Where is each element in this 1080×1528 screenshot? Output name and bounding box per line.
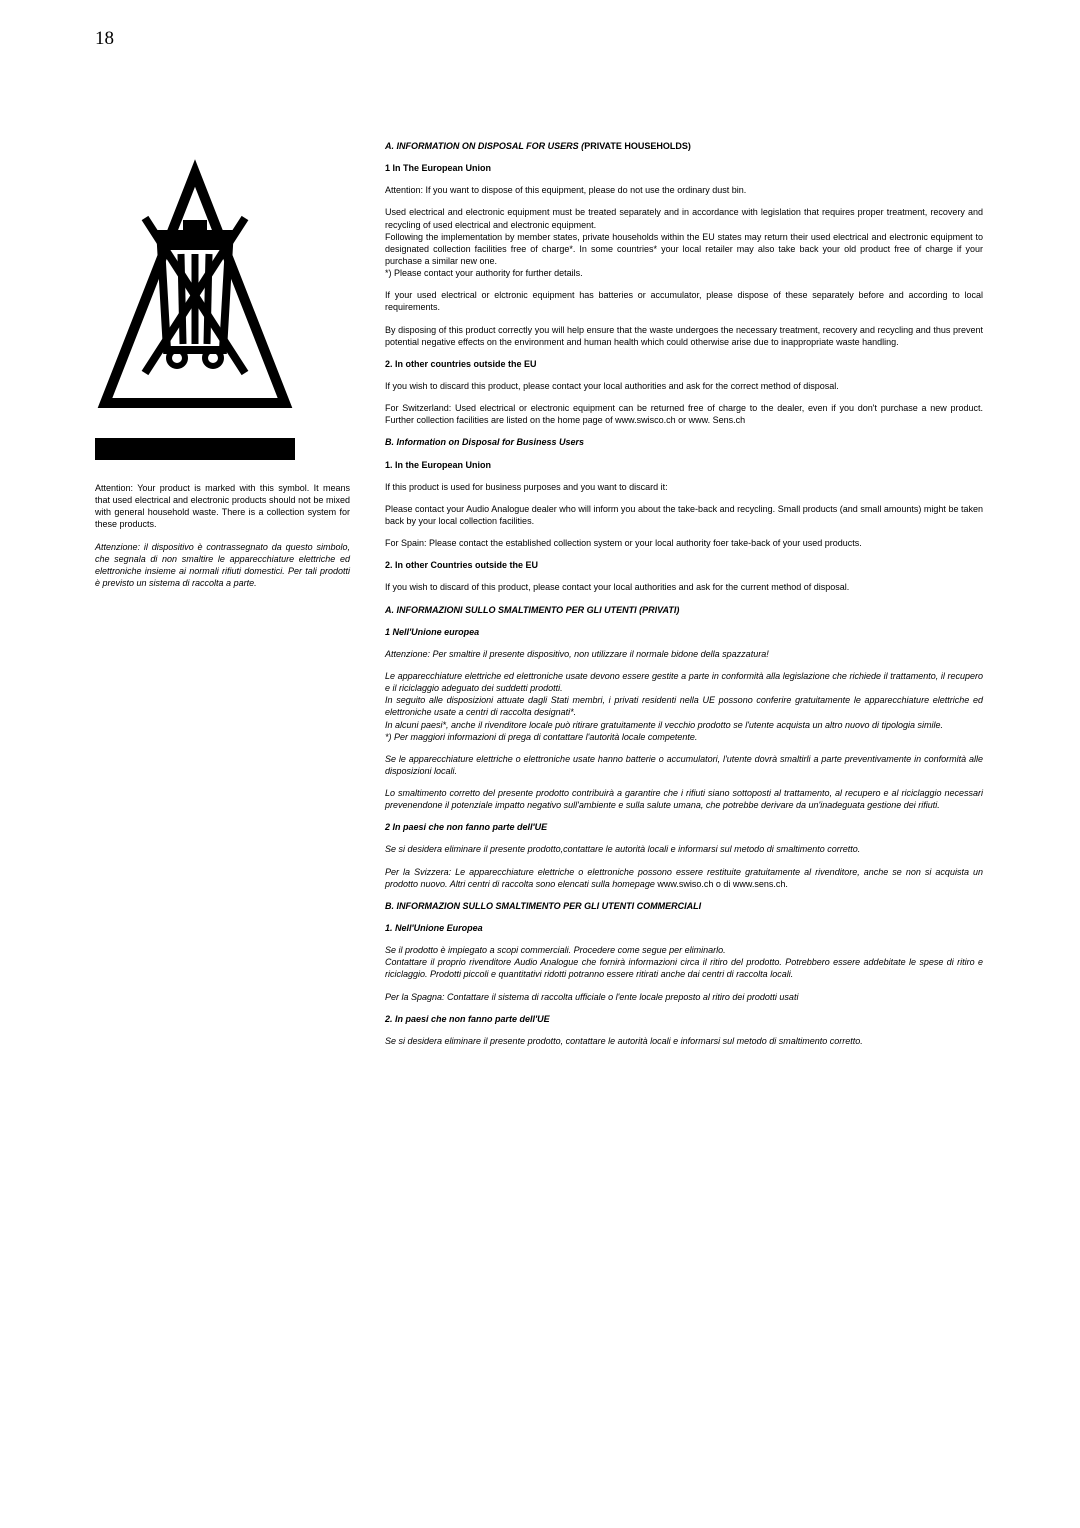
weee-symbol-icon	[95, 158, 295, 418]
section-a-it-title: A. INFORMAZIONI SULLO SMALTIMENTO PER GL…	[385, 604, 983, 616]
section-a-title-prefix: A. INFORMATION ON DISPOSAL FOR USERS (	[385, 141, 584, 151]
heading-it-eu2: 2 In paesi che non fanno parte dell'UE	[385, 821, 983, 833]
heading-it-b2: 2. In paesi che non fanno parte dell'UE	[385, 1013, 983, 1025]
section-a-title-suffix: PRIVATE HOUSEHOLDS)	[584, 141, 691, 151]
body-text: If this product is used for business pur…	[385, 481, 983, 493]
body-text: If your used electrical or elctronic equ…	[385, 289, 983, 313]
body-text: Used electrical and electronic equipment…	[385, 206, 983, 230]
section-b-title: B. Information on Disposal for Business …	[385, 436, 983, 448]
body-text: Contattare il proprio rivenditore Audio …	[385, 956, 983, 980]
body-text: Se le apparecchiature elettriche o elett…	[385, 753, 983, 777]
page-number: 18	[95, 28, 114, 50]
body-text: Lo smaltimento corretto del presente pro…	[385, 787, 983, 811]
heading-eu1: 1 In The European Union	[385, 162, 983, 174]
body-text: Se si desidera eliminare il presente pro…	[385, 843, 983, 855]
left-caption-en: Attention: Your product is marked with t…	[95, 482, 350, 531]
heading-eu2: 2. In other countries outside the EU	[385, 358, 983, 370]
body-text: *) Per maggiori informazioni di prega di…	[385, 731, 983, 743]
body-text-span: www.swiso.ch o di www.sens.ch.	[657, 879, 788, 889]
left-column: Attention: Your product is marked with t…	[95, 158, 350, 589]
body-text: For Switzerland: Used electrical or elec…	[385, 402, 983, 426]
body-text: In alcuni paesi*, anche il rivenditore l…	[385, 719, 983, 731]
heading-it-b1: 1. Nell'Unione Europea	[385, 922, 983, 934]
section-b-it-title: B. INFORMAZION SULLO SMALTIMENTO PER GLI…	[385, 900, 983, 912]
body-text: In seguito alle disposizioni attuate dag…	[385, 694, 983, 718]
body-text: Please contact your Audio Analogue deale…	[385, 503, 983, 527]
body-text: Per la Spagna: Contattare il sistema di …	[385, 991, 983, 1003]
body-text: Attention: If you want to dispose of thi…	[385, 184, 983, 196]
body-text: Following the implementation by member s…	[385, 231, 983, 267]
body-text: *) Please contact your authority for fur…	[385, 267, 983, 279]
body-text: Se il prodotto è impiegato a scopi comme…	[385, 944, 983, 956]
body-text: Attenzione: Per smaltire il presente dis…	[385, 648, 983, 660]
heading-b2: 2. In other Countries outside the EU	[385, 559, 983, 571]
heading-b1: 1. In the European Union	[385, 459, 983, 471]
body-text: Per la Svizzera: Le apparecchiature elet…	[385, 866, 983, 890]
body-text: If you wish to discard this product, ple…	[385, 380, 983, 392]
body-text: By disposing of this product correctly y…	[385, 324, 983, 348]
heading-it-eu1: 1 Nell'Unione europea	[385, 626, 983, 638]
right-column: A. INFORMATION ON DISPOSAL FOR USERS (PR…	[385, 140, 983, 1057]
body-text: Se si desidera eliminare il presente pro…	[385, 1035, 983, 1047]
body-text: For Spain: Please contact the establishe…	[385, 537, 983, 549]
section-a-title: A. INFORMATION ON DISPOSAL FOR USERS (PR…	[385, 140, 983, 152]
body-text: Le apparecchiature elettriche ed elettro…	[385, 670, 983, 694]
left-caption-it: Attenzione: il dispositivo è contrassegn…	[95, 541, 350, 590]
body-text: If you wish to discard of this product, …	[385, 581, 983, 593]
black-bar-icon	[95, 438, 295, 460]
